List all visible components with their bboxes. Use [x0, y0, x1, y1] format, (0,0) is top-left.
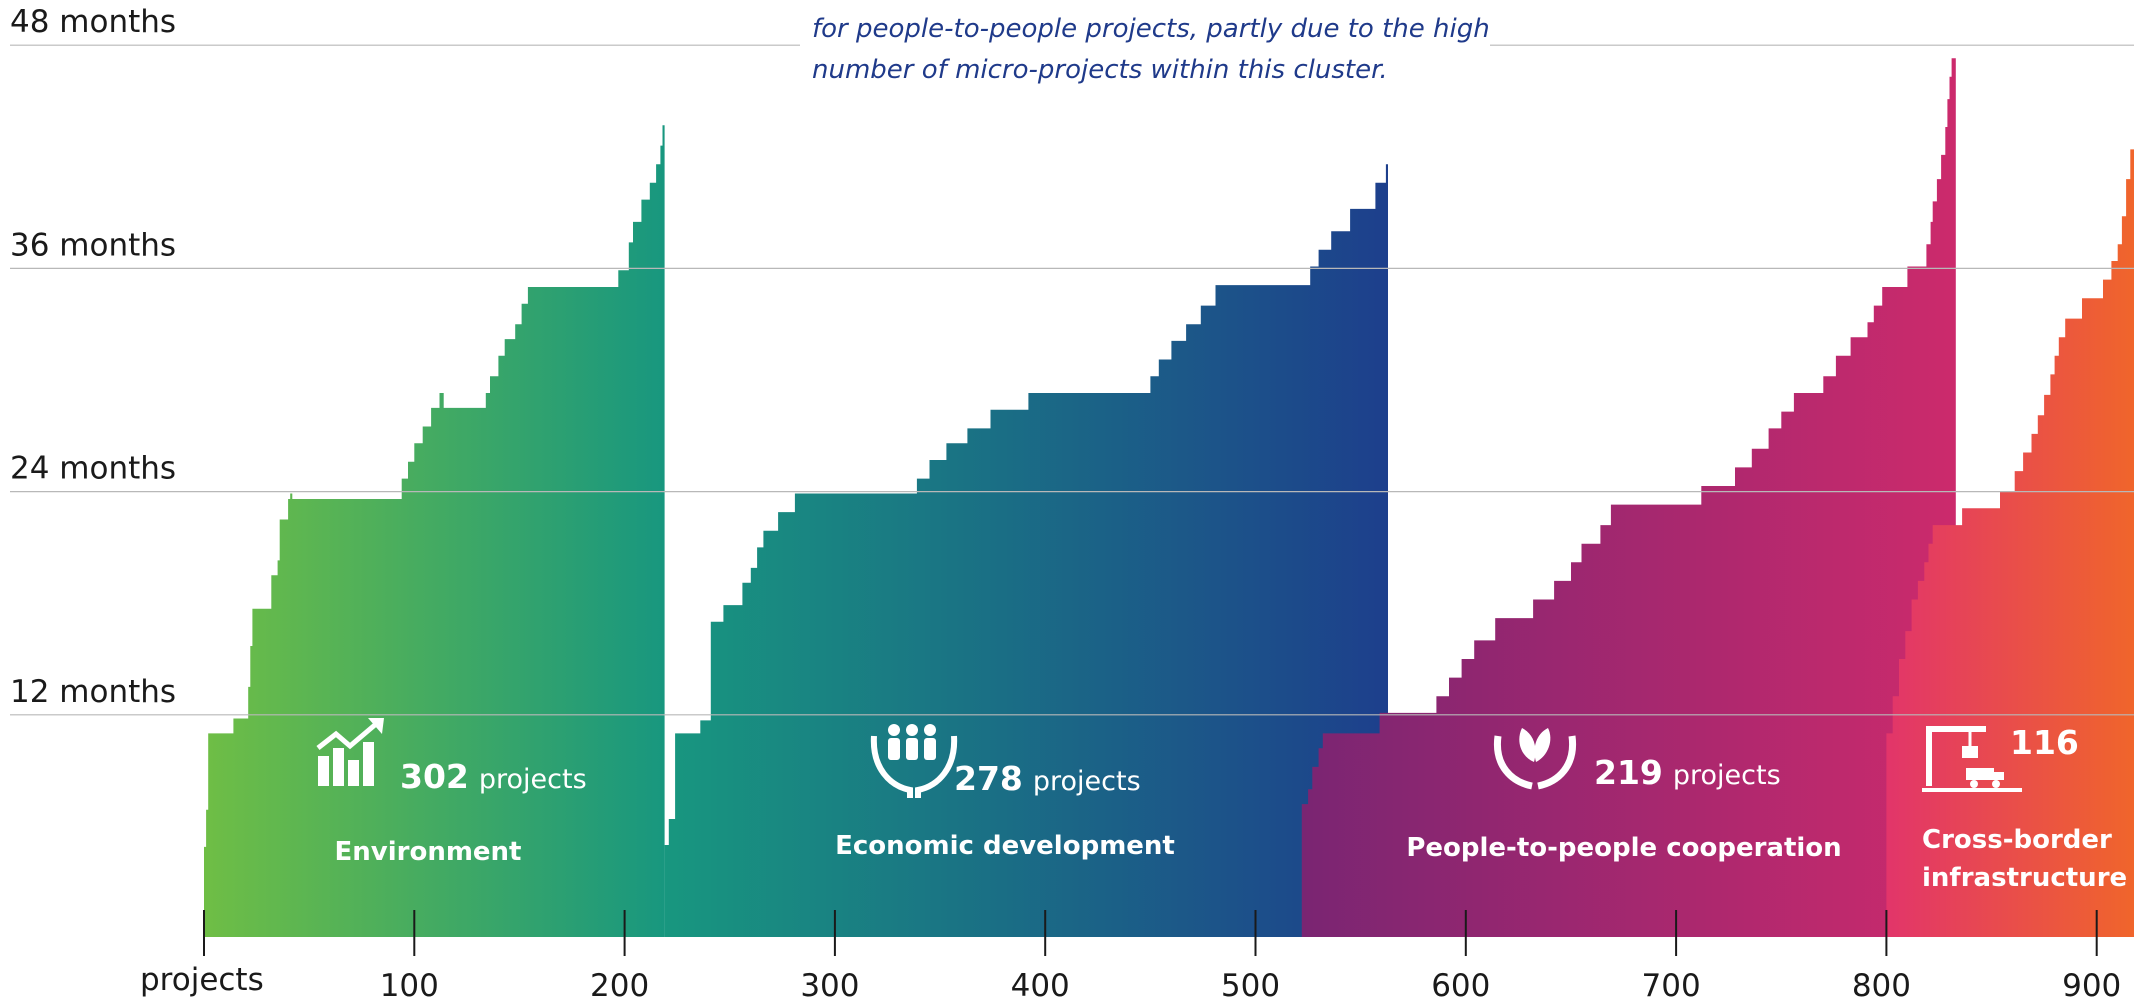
count-people-to-people-cooperation: 219 projects — [1594, 753, 1781, 792]
y-axis-labels: 12 months 24 months 36 months 48 months — [10, 4, 176, 710]
y-tick-label-36: 36 months — [10, 227, 176, 263]
x-axis-title: projects — [140, 962, 264, 998]
count-cross-border-infrastructure: 116 — [2010, 723, 2079, 762]
x-tick-label-400: 400 — [1011, 968, 1070, 1001]
crane-truck-icon — [1922, 726, 2022, 792]
cluster-areas — [204, 58, 2134, 938]
x-axis: 100 200 300 400 500 600 700 800 900 — [203, 910, 2134, 1001]
x-tick-label-300: 300 — [800, 968, 859, 1001]
x-tick-label-700: 700 — [1642, 968, 1701, 1001]
y-tick-label-48: 48 months — [10, 4, 176, 40]
count-environment: 302 projects — [400, 757, 587, 796]
cluster-name-cross-border-infrastructure: Cross-border — [1922, 825, 2112, 855]
cluster-labels: 302 projects Environment 278 projects Economi… — [316, 718, 2127, 893]
x-tick-label-800: 800 — [1852, 968, 1911, 1001]
annotation-box — [800, 0, 1490, 96]
people-hands-icon — [870, 724, 958, 798]
y-tick-label-24: 24 months — [10, 451, 176, 487]
x-tick-label-100: 100 — [380, 968, 439, 1001]
annotation-line-1: for people-to-people projects, partly du… — [812, 14, 1490, 44]
y-gridlines — [10, 44, 2134, 716]
count-economic-development: 278 projects — [954, 759, 1141, 798]
count-value-cross-border-infrastructure: 116 — [2010, 723, 2079, 762]
chart-growth-icon — [316, 718, 384, 786]
hands-leaf-icon — [1493, 728, 1577, 790]
cluster-name-people-to-people-cooperation: People-to-people cooperation — [1406, 833, 1841, 863]
area-economic-development — [664, 164, 1388, 938]
cluster-name-environment: Environment — [335, 837, 522, 867]
cluster-name-economic-development: Economic development — [835, 831, 1175, 861]
count-value-environment: 302 — [400, 757, 469, 796]
count-unit-people-to-people-cooperation: projects — [1673, 760, 1781, 791]
annotation-line-2: number of micro-projects within this clu… — [812, 55, 1388, 85]
count-value-economic-development: 278 — [954, 759, 1023, 798]
area-cross-border-infrastructure — [1886, 149, 2134, 938]
count-unit-environment: projects — [479, 764, 587, 795]
count-unit-economic-development: projects — [1033, 766, 1141, 797]
y-tick-label-12: 12 months — [10, 674, 176, 710]
x-tick-label-900: 900 — [2062, 968, 2121, 1001]
x-tick-label-600: 600 — [1431, 968, 1490, 1001]
x-tick-label-200: 200 — [590, 968, 649, 1001]
area-environment — [204, 125, 665, 938]
area-people-to-people-cooperation — [1301, 58, 1956, 938]
x-tick-label-500: 500 — [1221, 968, 1280, 1001]
count-value-people-to-people-cooperation: 219 — [1594, 753, 1663, 792]
cluster-name-cross-border-infrastructure-1: infrastructure — [1922, 863, 2127, 893]
